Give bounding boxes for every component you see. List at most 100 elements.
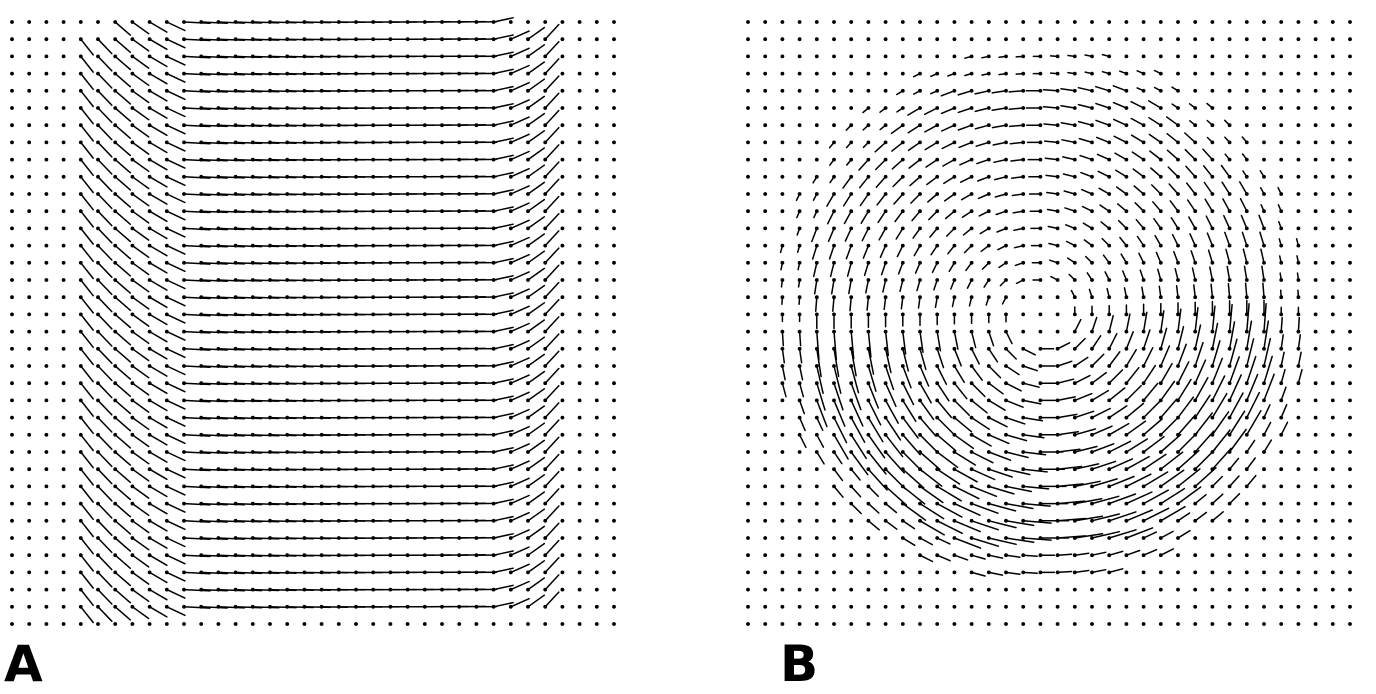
grid-dot [285,174,290,179]
grid-dot [1193,587,1198,592]
grid-dot [233,364,238,368]
grid-dot [560,346,565,351]
grid-dot [814,209,819,214]
flow-vector [80,227,94,245]
grid-dot [27,54,32,59]
flow-vector [510,408,530,419]
grid-dot [96,20,100,24]
grid-dot [918,295,922,300]
grid-dot [1158,484,1163,489]
grid-dot [935,467,940,472]
flow-vector [1022,571,1038,575]
flow-vector [200,330,228,334]
grid-dot [319,415,324,420]
grid-dot [78,106,83,110]
grid-dot [1124,587,1129,592]
flow-vector [1280,386,1287,402]
grid-dot [508,88,513,93]
grid-dot [900,622,905,626]
grid-dot [1124,243,1129,248]
flow-vector [492,378,514,384]
grid-dot [27,432,32,437]
grid-dot [1262,71,1266,76]
grid-dot [883,192,888,196]
grid-dot [1072,570,1077,575]
grid-dot [405,174,410,179]
grid-dot [1176,192,1180,196]
grid-dot [1038,553,1043,558]
flow-vector [1169,200,1179,212]
grid-dot [1296,312,1301,317]
grid-dot [900,553,905,558]
grid-dot [1296,209,1301,214]
flow-vector [183,485,211,489]
flow-vector [897,262,904,275]
flow-vector [867,382,880,409]
grid-dot [612,243,616,248]
grid-dot [1330,71,1335,76]
grid-dot [216,106,221,110]
flow-vector [527,474,546,488]
flow-vector [1280,316,1283,333]
grid-dot [1348,71,1352,76]
grid-dot [849,312,854,317]
flow-vector [80,72,94,91]
grid-dot [780,71,785,76]
grid-dot [199,467,204,472]
flow-vector [1259,231,1265,247]
grid-dot [233,501,238,506]
grid-dot [302,364,307,368]
flow-vector [909,176,921,187]
grid-dot [797,140,802,145]
flow-vector [527,405,546,419]
grid-dot [814,226,819,231]
grid-dot [354,157,358,162]
flow-vector [492,447,514,453]
grid-dot [1313,381,1318,386]
flow-vector [1091,316,1098,333]
grid-dot [182,518,186,523]
grid-dot [849,192,854,196]
grid-dot [543,604,548,609]
flow-vector [510,116,530,126]
grid-dot [577,501,582,506]
flow-vector [510,477,530,488]
flow-vector [544,367,560,384]
flow-vector [510,580,530,591]
grid-dot [233,260,238,265]
grid-dot [612,587,616,592]
grid-dot [1210,209,1215,214]
grid-dot [285,415,290,420]
grid-dot [1072,398,1077,403]
flow-vector [200,485,228,489]
flow-vector [1246,355,1257,384]
grid-dot [969,37,974,42]
flow-vector [1056,431,1080,436]
grid-dot [1055,604,1060,609]
flow-vector [200,193,228,196]
grid-dot [61,295,66,300]
grid-dot [849,501,854,506]
grid-dot [1279,604,1284,609]
flow-vector [200,313,228,317]
grid-dot [952,20,957,24]
grid-dot [268,278,272,282]
grid-dot [233,312,238,317]
flow-vector [166,365,186,376]
flow-vector [1160,416,1180,436]
grid-dot [440,329,444,334]
grid-dot [1124,157,1129,162]
grid-dot [354,209,358,214]
grid-dot [612,415,616,420]
grid-dot [1193,278,1198,282]
grid-dot [44,587,49,592]
flow-vector [80,502,94,521]
grid-dot [1296,501,1301,506]
grid-dot [440,106,444,110]
grid-dot [44,88,49,93]
flow-vector [1194,376,1209,402]
grid-dot [130,450,135,454]
flow-vector [862,244,870,259]
grid-dot [1348,226,1352,231]
grid-dot [866,346,871,351]
